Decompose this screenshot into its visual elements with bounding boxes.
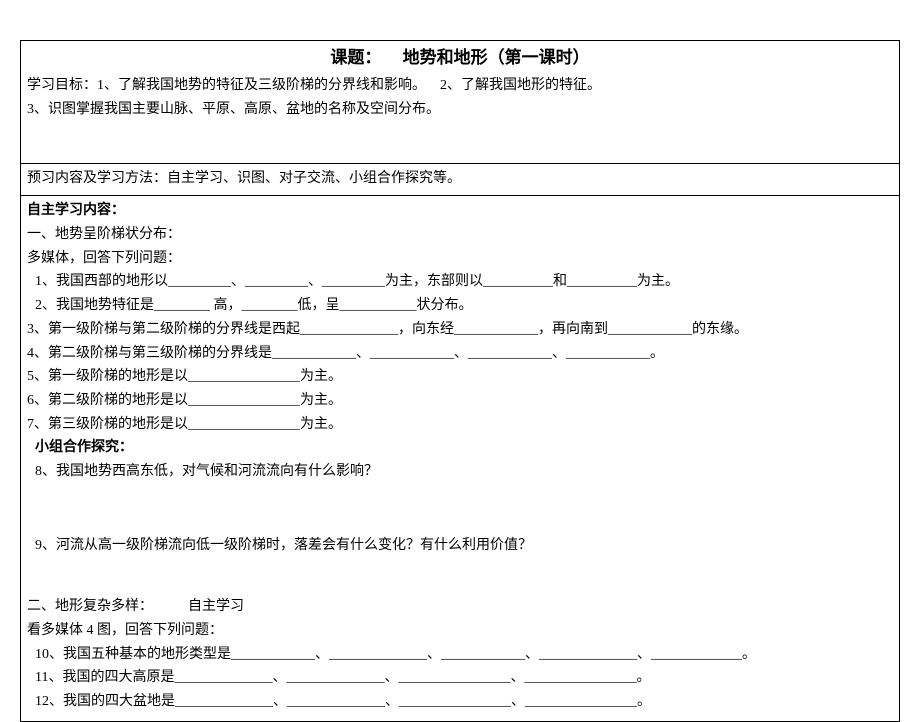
question-7: 7、第三级阶梯的地形是以________________为主。 xyxy=(27,414,893,436)
objective-1: 1、了解我国地势的特征及三级阶梯的分界线和影响。 xyxy=(97,78,426,93)
objectives-line-1: 学习目标：1、了解我国地势的特征及三级阶梯的分界线和影响。 2、了解我国地形的特… xyxy=(27,75,893,97)
section-2-mode: 自主学习 xyxy=(188,599,244,614)
multimedia-instruction-1: 多媒体，回答下列问题： xyxy=(27,248,893,270)
section-1-title: 一、地势呈阶梯状分布： xyxy=(27,224,893,246)
multimedia-instruction-2: 看多媒体 4 图，回答下列问题： xyxy=(27,620,893,642)
section-2-title: 二、地形复杂多样： xyxy=(27,599,153,614)
question-10: 10、我国五种基本的地形类型是____________、____________… xyxy=(27,644,893,666)
self-study-heading: 自主学习内容： xyxy=(27,200,893,222)
answer-space-9 xyxy=(27,558,893,596)
question-8: 8、我国地势西高东低，对气候和河流流向有什么影响？ xyxy=(27,461,893,483)
preview-block: 预习内容及学习方法：自主学习、识图、对子交流、小组合作探究等。 xyxy=(21,164,899,197)
question-2: 2、我国地势特征是________ 高，________低，呈_________… xyxy=(27,295,893,317)
content-block: 自主学习内容： 一、地势呈阶梯状分布： 多媒体，回答下列问题： 1、我国西部的地… xyxy=(21,196,899,720)
question-12: 12、我国的四大盆地是______________、______________… xyxy=(27,691,893,713)
group-heading: 小组合作探究： xyxy=(27,437,893,459)
question-1: 1、我国西部的地形以_________、_________、_________为… xyxy=(27,271,893,293)
objective-prefix: 学习目标： xyxy=(27,78,97,93)
objective-3: 3、识图掌握我国主要山脉、平原、高原、盆地的名称及空间分布。 xyxy=(27,99,893,121)
header-block: 课题： 地势和地形（第一课时） 学习目标：1、了解我国地势的特征及三级阶梯的分界… xyxy=(21,41,899,164)
question-9: 9、河流从高一级阶梯流向低一级阶梯时，落差会有什么变化？有什么利用价值？ xyxy=(27,535,893,557)
preview-text: 自主学习、识图、对子交流、小组合作探究等。 xyxy=(167,171,461,186)
worksheet-container: 课题： 地势和地形（第一课时） 学习目标：1、了解我国地势的特征及三级阶梯的分界… xyxy=(20,40,900,722)
preview-prefix: 预习内容及学习方法： xyxy=(27,171,167,186)
question-5: 5、第一级阶梯的地形是以________________为主。 xyxy=(27,366,893,388)
lesson-title: 课题： 地势和地形（第一课时） xyxy=(27,45,893,75)
answer-space-8 xyxy=(27,485,893,535)
section-2-row: 二、地形复杂多样： 自主学习 xyxy=(27,596,893,618)
question-6: 6、第二级阶梯的地形是以________________为主。 xyxy=(27,390,893,412)
question-11: 11、我国的四大高原是______________、______________… xyxy=(27,667,893,689)
question-3: 3、第一级阶梯与第二级阶梯的分界线是西起______________，向东经__… xyxy=(27,319,893,341)
objective-2: 2、了解我国地形的特征。 xyxy=(440,78,601,93)
question-4: 4、第二级阶梯与第三级阶梯的分界线是____________、_________… xyxy=(27,343,893,365)
title-text: 地势和地形（第一课时） xyxy=(403,48,590,67)
title-label: 课题： xyxy=(330,48,381,67)
